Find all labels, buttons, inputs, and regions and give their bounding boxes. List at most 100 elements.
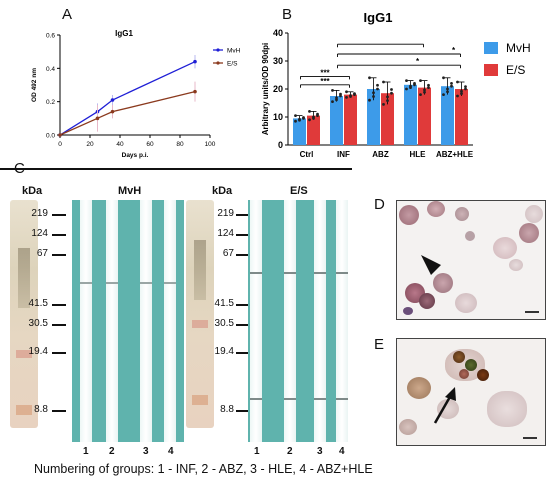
x-tick-label: 20 bbox=[86, 141, 94, 148]
blot-band bbox=[250, 398, 262, 400]
individual-point bbox=[339, 94, 342, 98]
blot-band bbox=[314, 398, 326, 400]
es-lane-4 bbox=[336, 200, 348, 442]
marker-label: 41.5 bbox=[28, 298, 48, 309]
y-tick-label: 0.0 bbox=[46, 133, 55, 140]
x-tick-label: INF bbox=[337, 150, 350, 159]
figure-caption: Numbering of groups: 1 - INF, 2 - ABZ, 3… bbox=[34, 462, 373, 476]
individual-point bbox=[331, 100, 334, 103]
marker-label: 124 bbox=[217, 228, 234, 239]
marker-label: 19.4 bbox=[28, 346, 48, 357]
bar-MvH bbox=[330, 96, 343, 145]
lane-number: 2 bbox=[109, 446, 115, 457]
bar-MvH bbox=[404, 84, 417, 145]
x-tick-label: ABZ+HLE bbox=[436, 150, 474, 159]
marker-strip-left bbox=[10, 200, 38, 428]
bar-E/S bbox=[418, 87, 431, 145]
significance-label: *** bbox=[320, 77, 330, 86]
individual-point bbox=[427, 83, 430, 87]
individual-point bbox=[464, 87, 467, 91]
blot-band bbox=[250, 272, 262, 274]
lane-number: 4 bbox=[339, 446, 345, 457]
marker-tick bbox=[52, 214, 66, 216]
individual-point bbox=[405, 79, 408, 82]
individual-point bbox=[419, 79, 422, 82]
individual-point bbox=[353, 93, 356, 96]
mvh-lane-3 bbox=[140, 200, 152, 442]
mvh-lane-1 bbox=[80, 200, 92, 442]
lane-number: 1 bbox=[254, 446, 260, 457]
bar-E/S bbox=[381, 93, 394, 145]
es-lane-3 bbox=[314, 200, 326, 442]
panel-letter-b: B bbox=[282, 6, 293, 23]
lane-number: 3 bbox=[317, 446, 323, 457]
bar-E/S bbox=[307, 115, 320, 145]
x-tick-label: HLE bbox=[410, 150, 427, 159]
marker-tick bbox=[52, 324, 66, 326]
marker-label: 30.5 bbox=[28, 318, 48, 329]
marker-tick bbox=[236, 410, 248, 412]
blot-band bbox=[80, 282, 92, 284]
individual-point bbox=[446, 90, 449, 94]
marker-tick bbox=[236, 214, 248, 216]
x-axis-label: Days p.i. bbox=[122, 152, 149, 159]
x-tick-label: 100 bbox=[205, 141, 216, 148]
marker-tick bbox=[236, 254, 248, 256]
lane-number: 3 bbox=[143, 446, 149, 457]
legend-label: E/S bbox=[506, 63, 525, 77]
individual-point bbox=[442, 76, 445, 80]
individual-point bbox=[308, 110, 311, 113]
blot-band bbox=[106, 282, 118, 284]
es-lane-2 bbox=[284, 200, 296, 442]
marker-label: 8.8 bbox=[220, 404, 234, 415]
individual-point bbox=[382, 80, 385, 84]
bar-MvH bbox=[293, 118, 306, 145]
individual-point bbox=[372, 95, 375, 98]
individual-point bbox=[460, 89, 463, 93]
arrow-icon bbox=[433, 387, 456, 424]
mvh-blot-title: MvH bbox=[118, 185, 142, 197]
legend-label: E/S bbox=[227, 61, 238, 68]
x-tick-label: 60 bbox=[146, 141, 154, 148]
individual-point bbox=[386, 99, 389, 103]
y-tick-label: 0.6 bbox=[46, 33, 55, 40]
marker-strip-right bbox=[186, 200, 214, 428]
bar-E/S bbox=[344, 94, 357, 145]
bar-E/S bbox=[455, 89, 468, 145]
marker-tick bbox=[236, 324, 248, 326]
blot-band bbox=[284, 272, 296, 274]
y-axis-label: OD 492 nm bbox=[31, 68, 38, 102]
line-chart-marks bbox=[58, 55, 197, 137]
individual-point bbox=[368, 76, 371, 80]
individual-point bbox=[423, 88, 426, 92]
bar-MvH bbox=[367, 89, 380, 145]
marker-label: 41.5 bbox=[214, 298, 234, 309]
panel-letter-d: D bbox=[374, 196, 385, 213]
individual-point bbox=[308, 118, 311, 122]
individual-point bbox=[427, 86, 430, 89]
blot-band bbox=[284, 398, 296, 400]
line-chart: IgG1 0 20 40 60 80 100 0.0 0.2 0.4 0.6 Days p.i. OD… bbox=[31, 29, 241, 159]
x-tick-label: Ctrl bbox=[300, 150, 314, 159]
x-tick-label: 80 bbox=[176, 141, 184, 148]
individual-point bbox=[413, 83, 416, 87]
individual-point bbox=[345, 90, 348, 94]
individual-point bbox=[376, 87, 379, 91]
y-tick-label: 0.2 bbox=[46, 99, 55, 106]
blot-band bbox=[164, 282, 176, 284]
y-axis-label: Arbitrary units/OD 90dpi bbox=[261, 43, 270, 135]
series-line-E/S bbox=[59, 91, 196, 136]
individual-point bbox=[419, 93, 422, 96]
legend-label: MvH bbox=[506, 41, 531, 55]
data-point bbox=[193, 89, 197, 94]
marker-tick bbox=[52, 352, 66, 354]
individual-point bbox=[423, 90, 426, 94]
kda-label-left: kDa bbox=[22, 185, 43, 197]
micrograph-e bbox=[396, 338, 546, 446]
panel-letter-a: A bbox=[62, 6, 73, 23]
series-line-MvH bbox=[59, 61, 196, 136]
legend-marker bbox=[216, 61, 220, 65]
individual-point bbox=[345, 96, 348, 99]
mvh-lane-2 bbox=[106, 200, 118, 442]
individual-point bbox=[456, 94, 459, 98]
